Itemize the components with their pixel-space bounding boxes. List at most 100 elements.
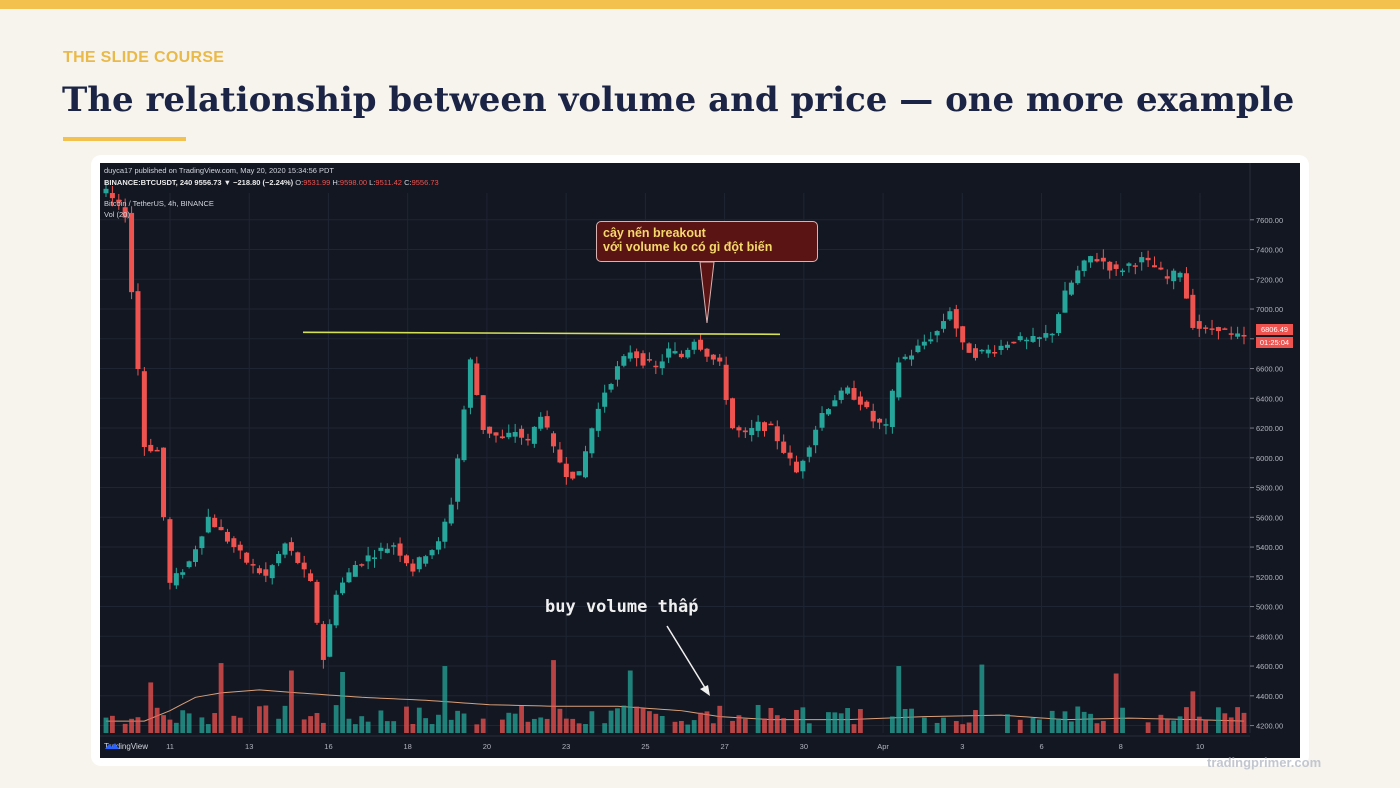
candle-body [1183,273,1189,299]
volume-bar [276,718,282,733]
candle-body [288,542,294,551]
candle-body [966,343,972,353]
volume-bar [519,705,524,733]
volume-bar [410,723,416,733]
volume-bar [1145,722,1151,733]
volume-bar [934,722,940,733]
candlestick-chart-svg[interactable]: 4200.00 4400.00 4600.00 4800.00 5000.00 5200.… [100,163,1300,758]
tradingview-logo[interactable]: TradingView [104,742,148,751]
candle-body [1011,341,1017,344]
candle-body [941,321,947,329]
volume-bar [461,713,467,733]
candle-body [1158,267,1164,270]
candle-body [985,349,991,354]
candle-body [730,398,736,429]
price-tick-label: 6200.00 [1256,424,1283,433]
volume-bar [691,720,697,733]
candle-body [1235,333,1241,337]
candle-body [570,471,576,479]
candle-body [480,395,486,430]
candle-body [960,326,966,343]
candle-body [116,199,122,203]
candle-body [551,433,557,447]
volume-indicator-legend: Vol (20) [104,210,130,219]
candle-body [921,341,927,346]
ohlc-open-value: 9531.99 [303,178,331,187]
resistance-line [302,331,781,336]
volume-bar [212,713,218,733]
candle-body [1049,333,1055,336]
volume-bar [615,708,620,733]
candle-body [877,418,883,423]
candle-body [218,526,224,531]
candle-body [359,564,365,566]
price-tick-label: 5000.00 [1256,603,1283,612]
candle-body [167,519,173,583]
volume-bar [627,670,633,733]
volume-bar [333,705,339,733]
candle-body [1132,265,1138,267]
candle-body [602,392,608,407]
volume-bar [186,713,192,733]
volume-bar [257,706,262,733]
candle-body [717,357,723,362]
volume-bar [717,705,723,733]
volume-bar [263,705,269,733]
candle-body [193,549,199,563]
candle-body [372,557,378,559]
volume-bar [346,718,352,733]
candle-body [685,349,691,358]
volume-bar [1216,707,1221,733]
price-tick-label: 6600.00 [1256,365,1283,374]
candle-body [205,516,211,533]
candle-body [467,359,473,408]
candle-body [410,563,416,572]
volume-bar [378,710,384,733]
volume-bar [480,718,486,733]
volume-bar [103,717,109,733]
candle-body [845,387,851,394]
volume-bar [551,660,556,733]
last-price-label: 6806.49 [1256,324,1293,335]
volume-bar [1203,719,1209,733]
price-tick-label: 4600.00 [1256,662,1283,671]
time-tick-label: 16 [324,742,332,751]
volume-bar [1171,720,1177,733]
volume-bar [889,716,895,733]
tradingview-chart[interactable]: 4200.00 4400.00 4600.00 4800.00 5000.00 5200.… [100,163,1300,758]
candle-body [838,390,844,400]
time-tick-label: 30 [800,742,808,751]
candle-body [666,348,672,358]
tradingview-logo-text: TradingView [104,742,149,751]
candle-body [448,504,454,524]
candle-body [435,541,441,550]
volume-bar [832,712,838,733]
symbol-legend: Bitcoin / TetherUS, 4h, BINANCE [104,199,214,208]
price-tick-label: 4400.00 [1256,692,1283,701]
candle-body [979,349,985,352]
volume-bar [960,724,966,733]
volume-bar [1056,718,1061,733]
candle-body [1171,270,1177,282]
candle-body [870,410,876,422]
volume-bar [800,707,806,733]
candle-body [934,331,940,336]
candle-body [1126,263,1132,266]
volume-bar [1113,673,1119,733]
candle-body [129,212,135,293]
candle-body [173,573,179,586]
volume-bar [135,717,141,733]
volume-bar [640,708,646,733]
volume-bar [154,707,160,733]
volume-bar [1184,707,1189,733]
time-tick-label: 11 [166,742,174,751]
volume-bar [205,724,211,733]
candle-body [327,624,333,657]
volume-bar [161,715,166,733]
callout-line-1: cây nến breakout [603,226,706,240]
volume-bar [1196,716,1202,733]
volume-bar [941,717,946,733]
callout-pointer [699,261,715,324]
volume-bar [1030,717,1036,733]
candle-body [972,348,978,358]
